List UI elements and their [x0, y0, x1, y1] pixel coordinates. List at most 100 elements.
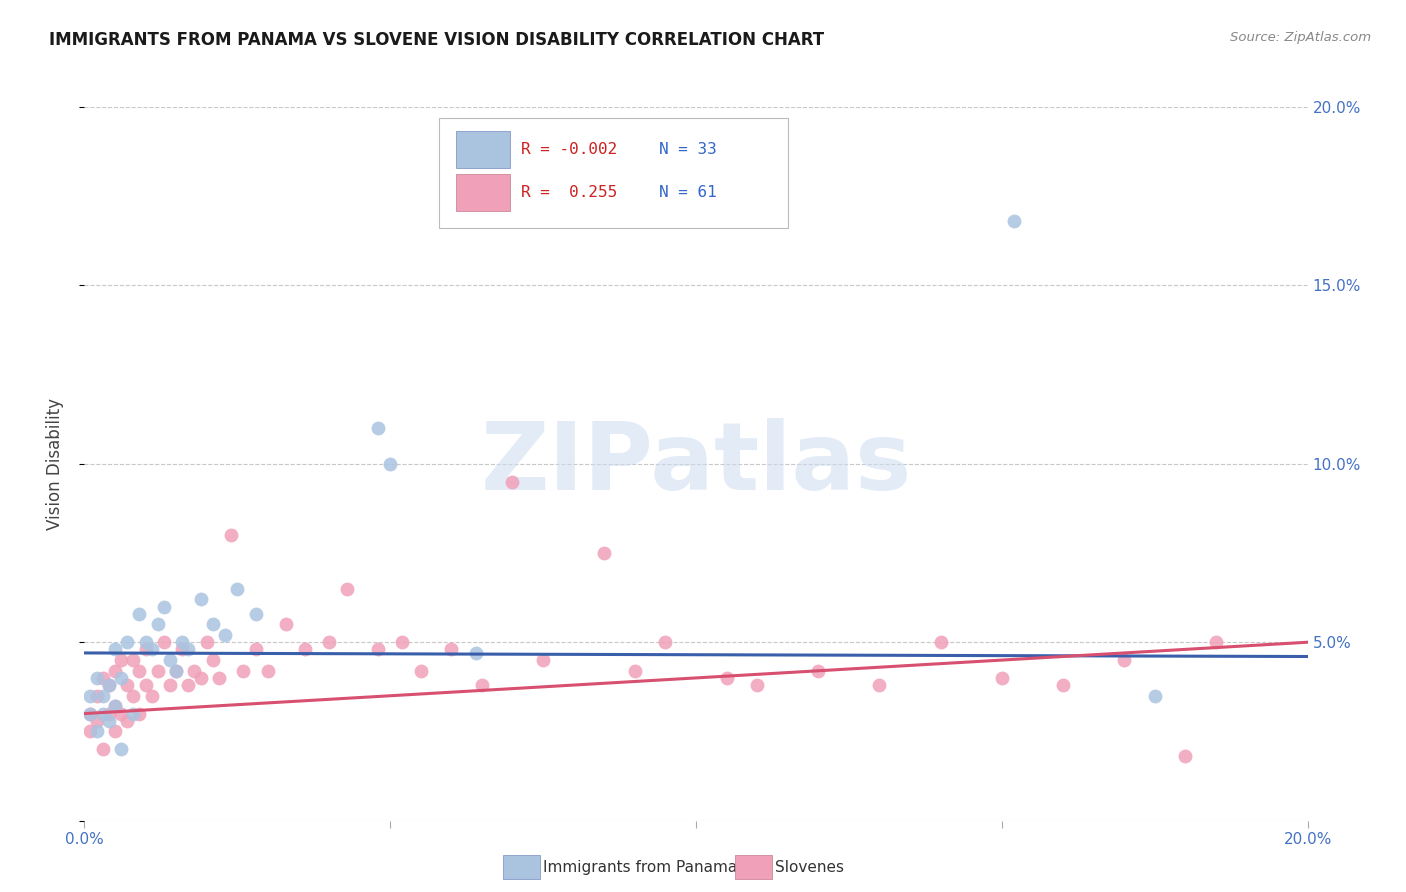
FancyBboxPatch shape: [456, 174, 510, 211]
Text: R =  0.255: R = 0.255: [522, 186, 617, 200]
Point: [929, 635, 952, 649]
Point: [159, 653, 181, 667]
Point: [79, 724, 101, 739]
Point: [141, 642, 163, 657]
Point: [232, 664, 254, 678]
Point: [104, 664, 127, 678]
Point: [214, 628, 236, 642]
Text: N = 33: N = 33: [659, 143, 717, 157]
Point: [464, 646, 486, 660]
Point: [104, 699, 127, 714]
Point: [165, 664, 187, 678]
Point: [104, 642, 127, 657]
Point: [97, 706, 120, 721]
Point: [91, 742, 114, 756]
Point: [79, 689, 101, 703]
Point: [1174, 749, 1197, 764]
Point: [122, 689, 145, 703]
Point: [110, 671, 132, 685]
Point: [153, 599, 176, 614]
Point: [86, 724, 108, 739]
Point: [245, 607, 267, 621]
Point: [409, 664, 432, 678]
Point: [1205, 635, 1227, 649]
Point: [1002, 214, 1025, 228]
Point: [86, 714, 108, 728]
Point: [245, 642, 267, 657]
Text: Slovenes: Slovenes: [775, 860, 844, 874]
Point: [336, 582, 359, 596]
Point: [135, 678, 157, 692]
Point: [79, 706, 101, 721]
FancyBboxPatch shape: [456, 131, 510, 169]
Point: [97, 714, 120, 728]
Point: [159, 678, 181, 692]
Point: [226, 582, 249, 596]
Point: [128, 664, 150, 678]
Point: [807, 664, 830, 678]
Point: [177, 678, 200, 692]
Point: [991, 671, 1014, 685]
Point: [257, 664, 280, 678]
Text: ZIPatlas: ZIPatlas: [481, 417, 911, 510]
Point: [367, 421, 389, 435]
Point: [380, 457, 402, 471]
Point: [471, 678, 494, 692]
Point: [128, 706, 150, 721]
Text: Source: ZipAtlas.com: Source: ZipAtlas.com: [1230, 31, 1371, 45]
Point: [86, 689, 108, 703]
Point: [1114, 653, 1136, 667]
Point: [122, 653, 145, 667]
Point: [716, 671, 738, 685]
Point: [367, 642, 389, 657]
Point: [165, 664, 187, 678]
Point: [869, 678, 891, 692]
Point: [208, 671, 231, 685]
Point: [531, 653, 554, 667]
Point: [110, 742, 132, 756]
Point: [91, 706, 114, 721]
Point: [195, 635, 218, 649]
Point: [115, 714, 138, 728]
Point: [110, 706, 132, 721]
Point: [624, 664, 647, 678]
Point: [391, 635, 413, 649]
Point: [172, 642, 194, 657]
Text: IMMIGRANTS FROM PANAMA VS SLOVENE VISION DISABILITY CORRELATION CHART: IMMIGRANTS FROM PANAMA VS SLOVENE VISION…: [49, 31, 824, 49]
Point: [747, 678, 769, 692]
Point: [190, 671, 212, 685]
Point: [276, 617, 298, 632]
Point: [201, 617, 224, 632]
Point: [86, 671, 108, 685]
Point: [115, 635, 138, 649]
Point: [219, 528, 242, 542]
Point: [146, 664, 169, 678]
Y-axis label: Vision Disability: Vision Disability: [45, 398, 63, 530]
Point: [1052, 678, 1074, 692]
Point: [110, 653, 132, 667]
Point: [177, 642, 200, 657]
Point: [201, 653, 224, 667]
Point: [593, 546, 616, 560]
Point: [104, 699, 127, 714]
Point: [153, 635, 176, 649]
Point: [294, 642, 316, 657]
Point: [183, 664, 205, 678]
Point: [172, 635, 194, 649]
Text: N = 61: N = 61: [659, 186, 717, 200]
Point: [97, 678, 120, 692]
Point: [97, 678, 120, 692]
FancyBboxPatch shape: [439, 118, 787, 228]
Point: [79, 706, 101, 721]
Point: [654, 635, 676, 649]
Point: [115, 678, 138, 692]
Point: [91, 671, 114, 685]
Point: [122, 706, 145, 721]
Text: R = -0.002: R = -0.002: [522, 143, 617, 157]
Point: [128, 607, 150, 621]
Point: [190, 592, 212, 607]
Point: [135, 635, 157, 649]
Point: [1143, 689, 1166, 703]
Point: [104, 724, 127, 739]
Point: [146, 617, 169, 632]
